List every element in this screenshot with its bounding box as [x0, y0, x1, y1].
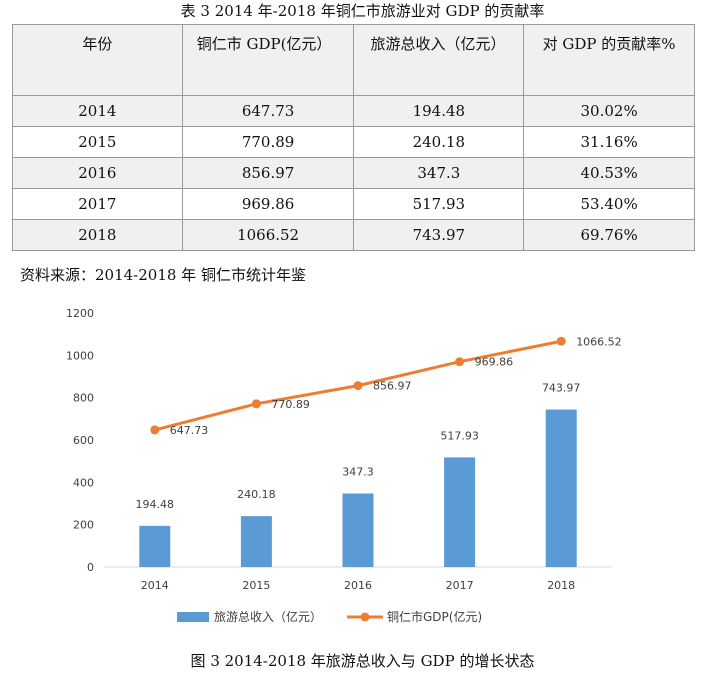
line-data-label: 1066.52 [576, 335, 622, 348]
header-contribution-rate: 对 GDP 的贡献率% [523, 24, 695, 96]
x-tick-label: 2015 [242, 579, 270, 592]
cell-contribution-rate: 69.76% [523, 219, 695, 251]
bar-data-label: 347.3 [342, 465, 374, 478]
cell-contribution-rate: 53.40% [523, 188, 695, 220]
legend-swatch-gdp-marker [360, 612, 370, 622]
line-gdp-point [353, 381, 363, 391]
table-row: 2014 647.73 194.48 30.02% [12, 95, 695, 127]
x-tick-label: 2018 [547, 579, 575, 592]
header-gdp: 铜仁市 GDP(亿元） [181, 24, 355, 96]
line-data-label: 647.73 [170, 424, 209, 437]
y-tick-label: 600 [73, 434, 94, 447]
table-row: 2018 1066.52 743.97 69.76% [12, 219, 695, 251]
cell-tourism-revenue: 347.3 [353, 157, 525, 189]
legend-label-tourism-revenue: 旅游总收入（亿元） [214, 609, 322, 624]
tourism-gdp-chart: 0 200 400 600 800 1000 1200 2014 2015 2016 2017 201… [66, 307, 622, 624]
figure-caption: 图 3 2014-2018 年旅游总收入与 GDP 的增长状态 [190, 652, 535, 670]
bar-tourism-revenue [444, 457, 476, 567]
table-row: 2017 969.86 517.93 53.40% [12, 188, 695, 220]
legend-label-gdp: 铜仁市GDP(亿元) [387, 609, 482, 624]
bar-tourism-revenue [545, 409, 577, 567]
header-tourism-revenue: 旅游总收入（亿元） [353, 24, 525, 96]
table-row: 2016 856.97 347.3 40.53% [12, 157, 695, 189]
bar-data-label: 194.48 [136, 498, 175, 511]
y-tick-label: 1200 [66, 307, 94, 320]
y-tick-label: 800 [73, 392, 94, 405]
bar-tourism-revenue [240, 516, 272, 567]
bar-data-label: 743.97 [542, 382, 581, 395]
line-data-label: 770.89 [271, 398, 310, 411]
line-data-label: 856.97 [373, 380, 412, 393]
y-tick-label: 400 [73, 476, 94, 489]
cell-tourism-revenue: 194.48 [353, 95, 525, 127]
line-gdp-point [251, 399, 261, 409]
cell-year: 2017 [12, 188, 183, 220]
cell-year: 2018 [12, 219, 183, 251]
cell-year: 2015 [12, 126, 183, 158]
bar-tourism-revenue [139, 525, 171, 567]
bar-tourism-revenue [342, 493, 374, 567]
cell-contribution-rate: 31.16% [523, 126, 695, 158]
cell-year: 2014 [12, 95, 183, 127]
header-year: 年份 [12, 24, 183, 96]
cell-contribution-rate: 30.02% [523, 95, 695, 127]
legend-swatch-tourism-revenue [177, 612, 209, 622]
cell-gdp: 1066.52 [181, 219, 355, 251]
x-tick-label: 2014 [141, 579, 169, 592]
cell-tourism-revenue: 743.97 [353, 219, 525, 251]
table-row: 2015 770.89 240.18 31.16% [12, 126, 695, 158]
cell-tourism-revenue: 240.18 [353, 126, 525, 158]
table-title: 表 3 2014 年-2018 年铜仁市旅游业对 GDP 的贡献率 [180, 2, 545, 20]
line-data-label: 969.86 [475, 356, 513, 369]
x-tick-label: 2017 [446, 579, 474, 592]
table-header-row: 年份 铜仁市 GDP(亿元） 旅游总收入（亿元） 对 GDP 的贡献率% [12, 24, 695, 96]
y-tick-label: 200 [73, 519, 94, 532]
cell-contribution-rate: 40.53% [523, 157, 695, 189]
x-tick-label: 2016 [344, 579, 372, 592]
source-note: 资料来源：2014-2018 年 铜仁市统计年鉴 [20, 266, 306, 284]
y-tick-label: 1000 [66, 349, 94, 362]
bar-data-label: 240.18 [237, 488, 276, 501]
line-gdp-point [455, 357, 465, 367]
line-gdp-point [556, 336, 566, 346]
gdp-contribution-table: 年份 铜仁市 GDP(亿元） 旅游总收入（亿元） 对 GDP 的贡献率% 201… [12, 24, 695, 251]
cell-gdp: 647.73 [181, 95, 355, 127]
bar-data-label: 517.93 [440, 429, 479, 442]
cell-tourism-revenue: 517.93 [353, 188, 525, 220]
line-gdp-point [150, 425, 160, 435]
cell-year: 2016 [12, 157, 183, 189]
y-tick-label: 0 [87, 561, 94, 574]
cell-gdp: 856.97 [181, 157, 355, 189]
cell-gdp: 969.86 [181, 188, 355, 220]
cell-gdp: 770.89 [181, 126, 355, 158]
